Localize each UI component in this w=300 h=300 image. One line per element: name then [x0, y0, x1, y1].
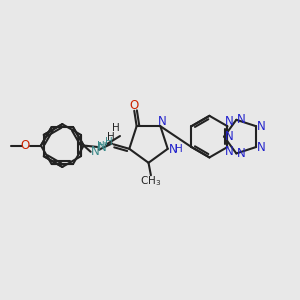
- Text: N: N: [225, 145, 233, 158]
- Text: N: N: [158, 115, 166, 128]
- Text: N: N: [224, 130, 233, 143]
- Text: O: O: [21, 139, 30, 152]
- Text: N: N: [237, 147, 245, 160]
- Text: O: O: [130, 99, 139, 112]
- Text: CH$_3$: CH$_3$: [140, 174, 161, 188]
- Text: H: H: [112, 123, 120, 133]
- Text: N: N: [90, 145, 99, 158]
- Text: H: H: [175, 144, 183, 154]
- Text: N: N: [169, 143, 178, 156]
- Text: H: H: [107, 132, 114, 142]
- Text: N: N: [256, 120, 265, 133]
- Text: H: H: [105, 137, 112, 147]
- Text: N: N: [225, 115, 233, 128]
- Text: N: N: [256, 140, 265, 154]
- Text: N: N: [98, 140, 106, 154]
- Text: N: N: [237, 113, 245, 126]
- Text: H: H: [98, 141, 105, 152]
